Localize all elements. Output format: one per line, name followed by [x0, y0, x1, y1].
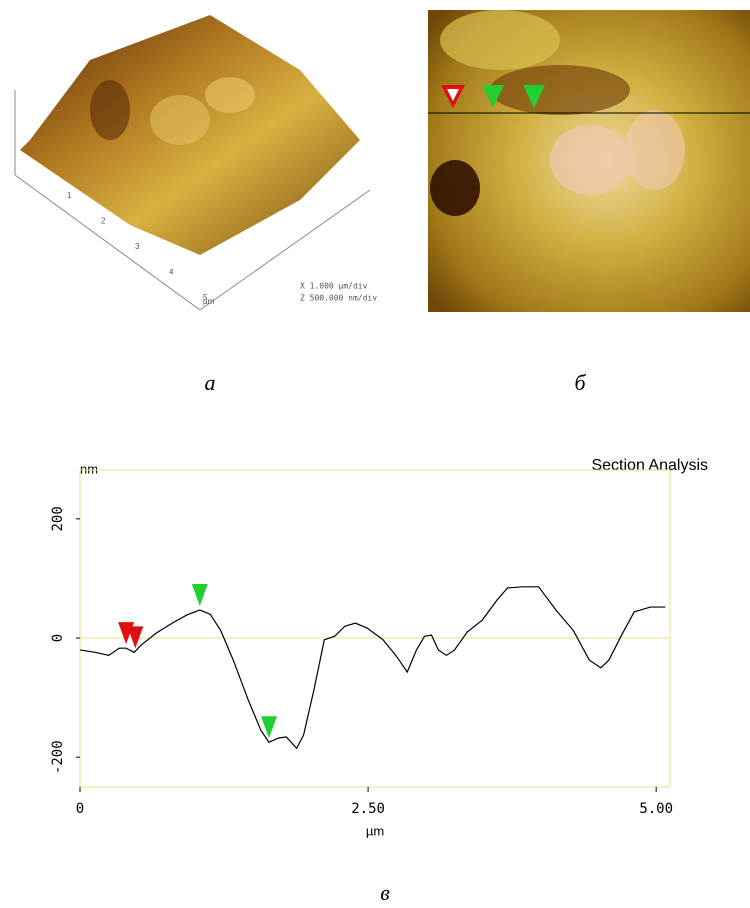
panel-label: а	[205, 370, 216, 395]
scale-x: X 1.000 µm/div	[300, 282, 368, 291]
y-tick-label: 0	[50, 634, 66, 642]
chart-title: Section Analysis	[591, 457, 708, 474]
panel-label: б	[574, 370, 586, 395]
data-line	[80, 587, 665, 748]
figure: 12345 X 1.000 µm/div Z 500.000 nm/div µm…	[0, 0, 750, 908]
page: 12345 X 1.000 µm/div Z 500.000 nm/div µm…	[0, 0, 750, 908]
axis-3d-tick: 3	[135, 242, 140, 251]
x-tick-label: 2.50	[351, 801, 385, 817]
scale-z: Z 500.000 nm/div	[300, 294, 377, 303]
y-tick-label: -200	[50, 740, 66, 774]
x-tick-label: 0	[76, 801, 84, 817]
surface-3d	[15, 15, 370, 310]
plot-frame	[80, 470, 670, 787]
axis-3d-tick: 2	[101, 216, 106, 225]
axis-3d-tick: 1	[67, 191, 72, 200]
x-axis-label: µm	[366, 823, 384, 838]
x-tick-label: 5.00	[639, 801, 673, 817]
y-axis-label: nm	[80, 461, 98, 476]
unit-3d: µm	[203, 297, 215, 306]
afm-image	[428, 10, 750, 312]
axis-3d-tick: 4	[169, 267, 174, 276]
cursor-marker	[192, 584, 208, 606]
panel-label: в	[380, 880, 390, 905]
y-tick-label: 200	[50, 506, 66, 531]
